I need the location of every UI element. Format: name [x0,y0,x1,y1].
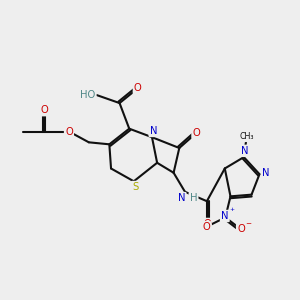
Text: O: O [193,128,200,138]
Text: N: N [262,168,269,178]
Text: CH₃: CH₃ [239,132,254,141]
Text: O: O [202,222,210,232]
Text: O: O [41,105,49,115]
Text: N: N [241,146,248,156]
Text: O: O [134,83,142,93]
Text: O: O [65,127,73,136]
Text: H: H [190,193,197,203]
Text: N: N [150,126,157,136]
Text: S: S [132,182,138,192]
Text: O: O [237,224,245,234]
Text: N: N [221,211,229,221]
Text: O: O [203,219,211,229]
Text: +: + [229,207,234,212]
Text: HO: HO [80,90,95,100]
Text: −: − [245,221,251,227]
Text: N: N [178,193,185,203]
